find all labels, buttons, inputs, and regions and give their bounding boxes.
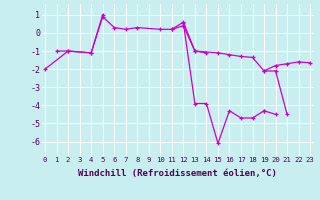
X-axis label: Windchill (Refroidissement éolien,°C): Windchill (Refroidissement éolien,°C) (78, 169, 277, 178)
